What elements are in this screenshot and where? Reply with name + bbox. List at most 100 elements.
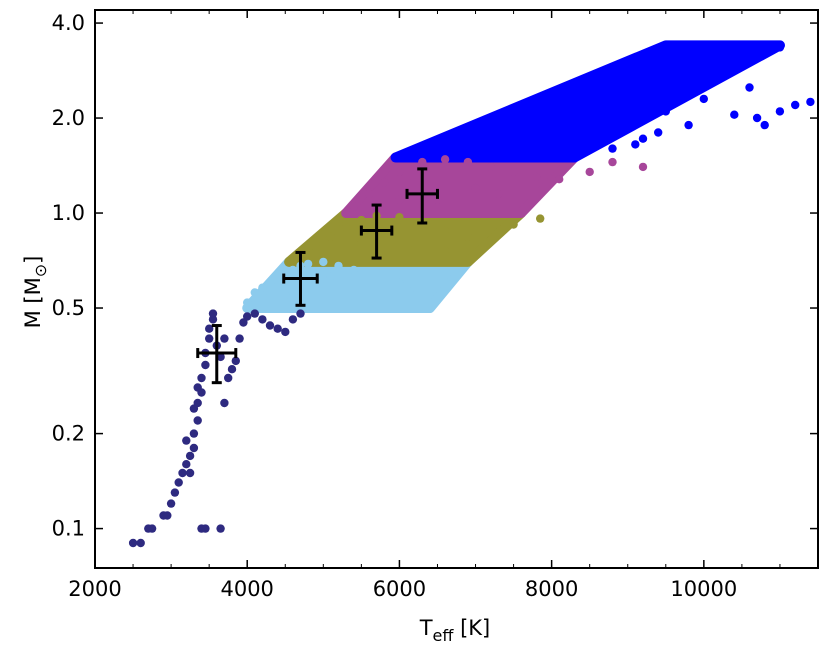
error-bar-3 <box>405 167 439 225</box>
scatter-point-1-21 <box>319 285 328 295</box>
scatter-point-1-1 <box>250 288 259 297</box>
x-tick-label-2: 6000 <box>373 577 426 601</box>
scatter-point-3-13 <box>638 162 648 172</box>
error-bar-0 <box>196 324 238 385</box>
scatter-point-3-9 <box>532 172 541 182</box>
scatter-point-0-13 <box>189 443 199 453</box>
scatter-point-1-9 <box>319 257 328 267</box>
scatter-point-0-22 <box>205 324 214 333</box>
scatter-point-0-27 <box>216 524 225 533</box>
scatter-point-4-4 <box>486 124 495 133</box>
plot-frame <box>94 9 819 569</box>
scatter-point-0-18 <box>197 373 206 383</box>
y-axis-label-close: ] <box>21 256 45 264</box>
scatter-point-0-0 <box>128 538 138 548</box>
scatter-point-2-6 <box>395 213 404 222</box>
scatter-point-3-3 <box>395 167 404 177</box>
scatter-point-2-10 <box>486 236 495 245</box>
scatter-point-0-37 <box>265 321 275 330</box>
scatter-point-1-14 <box>395 278 404 288</box>
y-axis-label: M [M⊙] <box>21 256 50 329</box>
scatter-point-4-14 <box>714 60 724 69</box>
scatter-point-0-10 <box>182 460 191 469</box>
scatter-point-0-5 <box>163 511 172 520</box>
scatter-point-4-34 <box>486 113 495 123</box>
scatter-point-1-16 <box>281 290 290 300</box>
scatter-point-1-18 <box>326 272 336 281</box>
scatter-point-0-1 <box>136 538 145 548</box>
scatter-point-4-8 <box>577 100 587 110</box>
scatter-point-3-11 <box>585 167 594 177</box>
scatter-point-0-33 <box>239 318 248 327</box>
scatter-point-4-7 <box>555 107 564 116</box>
scatter-point-0-11 <box>185 451 195 461</box>
scatter-point-4-27 <box>608 144 617 153</box>
scatter-point-4-36 <box>752 113 762 123</box>
scatter-point-4-28 <box>638 134 648 143</box>
x-tick-label-1: 4000 <box>220 577 273 601</box>
scatter-point-0-34 <box>243 312 252 321</box>
scatter-point-0-29 <box>224 373 233 383</box>
scatter-point-3-6 <box>463 157 473 167</box>
scatter-point-0-26 <box>201 524 210 533</box>
scatter-point-3-4 <box>418 157 427 167</box>
scatter-point-4-3 <box>463 132 473 141</box>
x-axis-label-sub: eff <box>433 626 455 645</box>
error-bar-2 <box>359 203 394 260</box>
scatter-point-4-15 <box>737 53 747 63</box>
scatter-point-4-25 <box>791 100 800 110</box>
scatter-point-0-40 <box>288 315 298 324</box>
scatter-point-0-36 <box>258 315 267 324</box>
scatter-point-2-13 <box>349 239 358 248</box>
scatter-point-3-12 <box>608 157 617 167</box>
scatter-point-3-14 <box>471 183 480 193</box>
scatter-point-0-21 <box>205 334 214 343</box>
scatter-point-4-2 <box>440 140 450 149</box>
scatter-point-2-4 <box>357 215 366 225</box>
scatter-point-2-1 <box>311 242 320 252</box>
scatter-point-4-20 <box>585 120 594 130</box>
scatter-point-4-9 <box>600 94 610 104</box>
scatter-point-1-10 <box>334 261 343 271</box>
scatter-point-1-17 <box>303 278 313 288</box>
scatter-point-3-15 <box>433 195 442 205</box>
scatter-point-4-18 <box>509 136 518 145</box>
scatter-point-2-17 <box>319 248 328 257</box>
scatter-point-4-23 <box>699 94 708 104</box>
scatter-point-1-3 <box>265 278 275 288</box>
scatter-point-0-9 <box>178 468 187 478</box>
scatter-point-0-15 <box>193 416 202 425</box>
scatter-point-0-8 <box>174 478 183 487</box>
scatter-point-0-6 <box>166 499 176 508</box>
scatter-point-3-16 <box>494 189 503 199</box>
scatter-point-4-19 <box>547 128 556 137</box>
scatter-point-0-24 <box>208 309 218 318</box>
scatter-point-3-17 <box>395 195 404 205</box>
scatter-point-1-15 <box>410 283 419 292</box>
scatter-point-4-38 <box>654 128 663 137</box>
scatter-point-4-35 <box>456 136 465 145</box>
error-bar-1 <box>282 250 319 307</box>
scatter-point-0-30 <box>227 365 237 374</box>
scatter-point-0-31 <box>231 356 240 366</box>
y-axis-ticks: 0.1 0.2 0.5 1.0 2.0 4.0 <box>52 11 818 541</box>
scatter-point-4-0 <box>395 151 404 160</box>
scatter-point-0-7 <box>170 488 180 497</box>
scatter-point-3-8 <box>509 167 518 177</box>
scatter-point-1-4 <box>273 274 282 283</box>
scatter-point-1-20 <box>288 288 298 297</box>
x-axis-ticks: 2000 4000 6000 8000 10000 <box>68 10 781 601</box>
scatter-point-4-1 <box>418 146 427 155</box>
scatter-point-2-12 <box>536 214 545 223</box>
scatter-point-4-31 <box>760 120 769 130</box>
scatter-point-2-8 <box>440 226 450 235</box>
scatter-point-4-5 <box>509 117 518 126</box>
y-tick-label-3: 1.0 <box>52 201 85 225</box>
scatter-point-2-16 <box>440 246 450 255</box>
scatter-point-0-41 <box>296 309 305 318</box>
y-tick-label-4: 2.0 <box>52 106 85 130</box>
scatter-point-4-22 <box>661 107 670 116</box>
scatter-point-4-26 <box>806 97 815 107</box>
scatter-point-4-32 <box>631 140 640 149</box>
scatter-point-4-37 <box>775 107 785 116</box>
